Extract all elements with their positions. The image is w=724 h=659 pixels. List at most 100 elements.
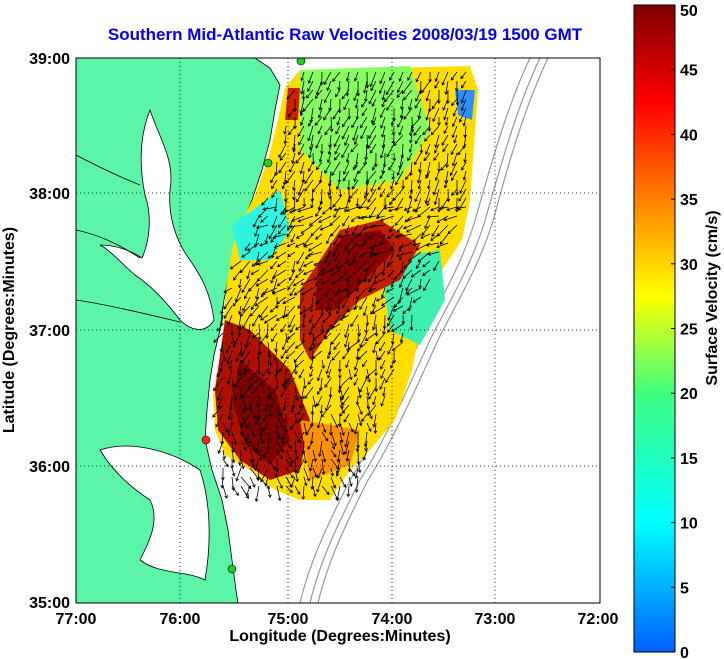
velocity-arrow xyxy=(296,188,305,203)
velocity-arrow xyxy=(397,80,404,93)
velocity-arrow xyxy=(259,305,269,318)
velocity-arrow xyxy=(314,269,323,281)
y-tick-label: 36:00 xyxy=(29,459,70,476)
velocity-arrow xyxy=(231,440,234,453)
velocity-arrow xyxy=(280,350,287,359)
velocity-arrow xyxy=(288,314,296,328)
velocity-arrow-head xyxy=(333,442,337,447)
velocity-arrow-head xyxy=(354,164,358,169)
velocity-arrow xyxy=(370,80,377,91)
velocity-arrow-head xyxy=(305,432,309,436)
velocity-arrow-head xyxy=(290,239,295,243)
velocity-arrow-head xyxy=(427,185,431,190)
velocity-arrow xyxy=(401,80,413,94)
velocity-arrow xyxy=(276,431,285,445)
velocity-arrow-head xyxy=(270,327,275,332)
velocity-arrow-head xyxy=(273,208,278,213)
velocity-arrow-head xyxy=(424,138,428,142)
velocity-arrow xyxy=(334,251,341,262)
velocity-arrow xyxy=(421,224,431,236)
velocity-arrow xyxy=(251,386,260,394)
velocity-arrow xyxy=(376,215,386,219)
velocity-arrow-head xyxy=(460,75,464,80)
velocity-arrow-head xyxy=(425,151,429,156)
velocity-arrow xyxy=(312,350,323,359)
velocity-arrow-head xyxy=(393,142,397,147)
velocity-arrow-head xyxy=(295,420,299,425)
velocity-arrow xyxy=(295,269,305,278)
velocity-arrow-head xyxy=(286,335,291,340)
velocity-arrow xyxy=(433,260,440,271)
velocity-arrow-head xyxy=(225,463,229,468)
velocity-arrow xyxy=(249,458,255,467)
velocity-arrow xyxy=(270,170,278,183)
velocity-arrow-head xyxy=(286,379,290,384)
velocity-arrow xyxy=(353,170,359,182)
velocity-arrow xyxy=(339,269,350,280)
velocity-arrow xyxy=(237,359,242,375)
velocity-arrow-head xyxy=(309,119,314,124)
velocity-arrow-head xyxy=(418,169,422,173)
velocity-arrow xyxy=(440,161,449,171)
velocity-arrow xyxy=(312,449,316,462)
velocity-arrow-head xyxy=(283,140,288,145)
velocity-arrow xyxy=(380,107,386,118)
velocity-arrow xyxy=(274,242,287,249)
velocity-arrow-head xyxy=(322,319,326,324)
velocity-arrow-head xyxy=(345,159,350,164)
velocity-arrow-head xyxy=(287,286,291,291)
velocity-arrow xyxy=(431,98,440,110)
velocity-arrow xyxy=(318,215,332,223)
velocity-arrow-head xyxy=(266,446,271,451)
velocity-arrow xyxy=(372,296,377,307)
velocity-arrow xyxy=(267,404,272,417)
velocity-arrow-head xyxy=(394,222,399,226)
velocity-arrow-head xyxy=(281,440,285,445)
velocity-arrow xyxy=(396,251,413,257)
velocity-arrow xyxy=(380,368,386,379)
velocity-arrow xyxy=(355,467,359,479)
velocity-arrow-head xyxy=(454,208,459,213)
velocity-arrow xyxy=(217,395,224,409)
velocity-arrow-head xyxy=(350,218,355,222)
velocity-arrow-head xyxy=(271,185,275,190)
velocity-arrow xyxy=(330,386,332,398)
velocity-arrow-head xyxy=(359,411,363,416)
velocity-arrow xyxy=(357,395,359,405)
velocity-arrow xyxy=(439,206,449,210)
velocity-arrow xyxy=(310,359,314,370)
velocity-arrow-head xyxy=(234,384,238,388)
velocity-arrow xyxy=(344,134,350,146)
velocity-arrow-head xyxy=(236,371,241,376)
velocity-arrow xyxy=(463,170,467,180)
velocity-arrow xyxy=(366,395,370,410)
velocity-arrow-head xyxy=(253,244,258,249)
velocity-arrow xyxy=(450,71,458,81)
velocity-arrow-head xyxy=(261,373,265,377)
velocity-arrow xyxy=(333,134,341,147)
velocity-arrow xyxy=(338,296,341,310)
velocity-arrow-head xyxy=(416,180,421,184)
velocity-arrow xyxy=(383,206,395,209)
velocity-arrow-head xyxy=(378,90,383,95)
velocity-arrow-head xyxy=(268,235,272,240)
velocity-arrow-head xyxy=(231,383,236,388)
velocity-arrow-head xyxy=(303,385,307,389)
velocity-arrow-head xyxy=(255,225,260,230)
velocity-arrow-head xyxy=(356,93,361,97)
velocity-arrow xyxy=(307,80,314,92)
velocity-arrow xyxy=(303,260,314,267)
velocity-arrow xyxy=(360,125,368,139)
velocity-arrow xyxy=(303,314,305,328)
velocity-arrow xyxy=(362,359,368,367)
velocity-arrow xyxy=(331,260,341,272)
velocity-arrow xyxy=(276,476,283,489)
velocity-arrow-head xyxy=(381,272,386,277)
velocity-arrow-head xyxy=(352,137,356,142)
velocity-arrow xyxy=(340,386,350,401)
velocity-arrow-head xyxy=(263,454,267,459)
velocity-arrow xyxy=(461,98,467,111)
velocity-arrow-head xyxy=(401,185,406,190)
velocity-arrow-head xyxy=(381,134,385,138)
velocity-arrow-head xyxy=(409,327,414,331)
